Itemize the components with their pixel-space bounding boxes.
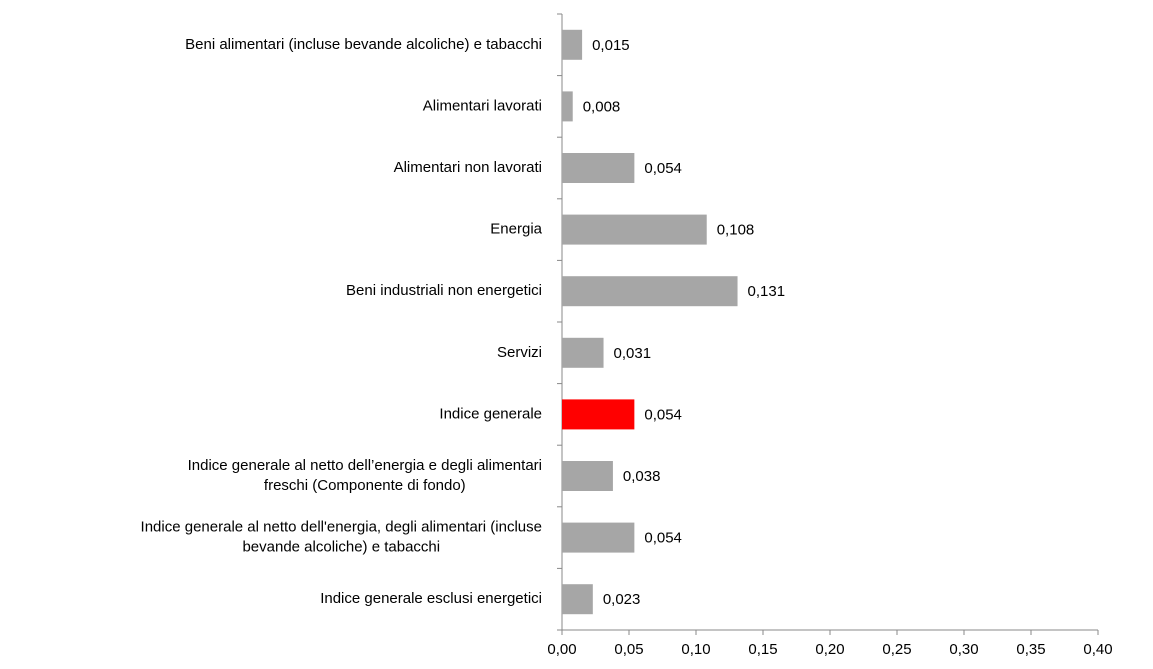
category-label: Beni industriali non energetici bbox=[346, 282, 542, 299]
category-label: Energia bbox=[490, 221, 542, 238]
category-label: Indice generale bbox=[439, 405, 542, 422]
bar bbox=[562, 276, 738, 307]
category-label: Alimentari non lavorati bbox=[394, 159, 542, 176]
category-label: Alimentari lavorati bbox=[423, 97, 542, 114]
value-label: 0,015 bbox=[592, 37, 630, 54]
value-label: 0,038 bbox=[623, 468, 661, 485]
category-label: Beni alimentari (incluse bevande alcolic… bbox=[185, 36, 542, 53]
bar bbox=[562, 29, 583, 60]
bar bbox=[562, 584, 593, 615]
bar bbox=[562, 91, 573, 122]
x-tick-label: 0,25 bbox=[882, 641, 911, 658]
x-tick-label: 0,15 bbox=[748, 641, 777, 658]
bar bbox=[562, 337, 604, 368]
x-tick-label: 0,35 bbox=[1016, 641, 1045, 658]
x-tick-label: 0,00 bbox=[547, 641, 576, 658]
bar bbox=[562, 214, 707, 245]
value-label: 0,054 bbox=[644, 530, 682, 547]
value-label: 0,008 bbox=[583, 98, 621, 115]
bar bbox=[562, 399, 635, 430]
x-tick-label: 0,05 bbox=[614, 641, 643, 658]
category-label: Indice generale al netto dell'energia, d… bbox=[141, 519, 542, 536]
x-tick-label: 0,10 bbox=[681, 641, 710, 658]
value-label: 0,031 bbox=[614, 345, 652, 362]
x-tick-label: 0,40 bbox=[1083, 641, 1112, 658]
category-label: Servizi bbox=[497, 344, 542, 361]
value-label: 0,054 bbox=[644, 406, 682, 423]
value-label: 0,108 bbox=[717, 222, 755, 239]
x-tick-label: 0,20 bbox=[815, 641, 844, 658]
value-label: 0,054 bbox=[644, 160, 682, 177]
bar bbox=[562, 153, 635, 183]
value-label: 0,023 bbox=[603, 591, 641, 608]
bar bbox=[562, 522, 635, 553]
x-tick-label: 0,30 bbox=[949, 641, 978, 658]
category-label: Indice generale al netto dell’energia e … bbox=[188, 457, 542, 474]
bar bbox=[562, 461, 613, 491]
value-label: 0,131 bbox=[748, 283, 786, 300]
category-label: Indice generale esclusi energetici bbox=[320, 590, 542, 607]
category-label: bevande alcoliche) e tabacchi bbox=[242, 539, 440, 556]
category-label: freschi (Componente di fondo) bbox=[264, 477, 466, 494]
